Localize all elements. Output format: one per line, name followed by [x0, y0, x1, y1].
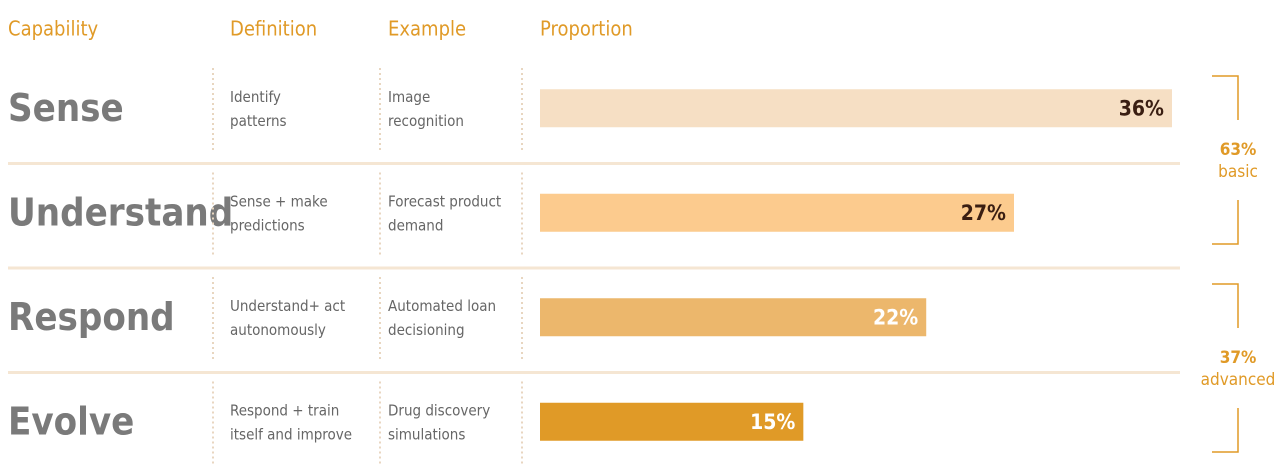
example: Forecast product	[388, 192, 501, 210]
value-label: 22%	[873, 305, 918, 329]
group-value: 37%	[1220, 348, 1257, 368]
example: Image	[388, 88, 430, 106]
capability: Understand	[8, 190, 233, 234]
value-label: 15%	[750, 410, 795, 434]
bracket	[1212, 283, 1239, 453]
capability: Sense	[8, 86, 124, 130]
example: simulations	[388, 425, 465, 443]
bracket	[1212, 75, 1239, 245]
example: recognition	[388, 112, 464, 130]
column-header: Definition	[230, 17, 317, 41]
group-name: basic	[1218, 162, 1258, 182]
value-label: 27%	[961, 201, 1006, 225]
group-name: advanced	[1201, 370, 1276, 390]
bar	[540, 298, 927, 337]
example: Automated loan	[388, 297, 496, 315]
example: Drug discovery	[388, 401, 490, 419]
definition: Identify	[230, 88, 281, 106]
column-header: Example	[388, 17, 466, 41]
definition: patterns	[230, 112, 287, 130]
definition: Respond + train	[230, 401, 339, 419]
bar	[540, 193, 1014, 232]
bar	[540, 89, 1172, 128]
definition: Sense + make	[230, 192, 328, 210]
bar	[540, 402, 804, 441]
column-header: Proportion	[540, 17, 633, 41]
definition: Understand+ act	[230, 297, 345, 315]
definition: autonomously	[230, 321, 326, 339]
column-header: Capability	[8, 17, 99, 41]
definition: itself and improve	[230, 425, 352, 443]
value-label: 36%	[1119, 96, 1164, 120]
capability: Evolve	[8, 399, 134, 443]
group-value: 63%	[1220, 140, 1257, 160]
definition: predictions	[230, 216, 305, 234]
example: decisioning	[388, 321, 465, 339]
capability: Respond	[8, 295, 175, 339]
example: demand	[388, 216, 443, 234]
